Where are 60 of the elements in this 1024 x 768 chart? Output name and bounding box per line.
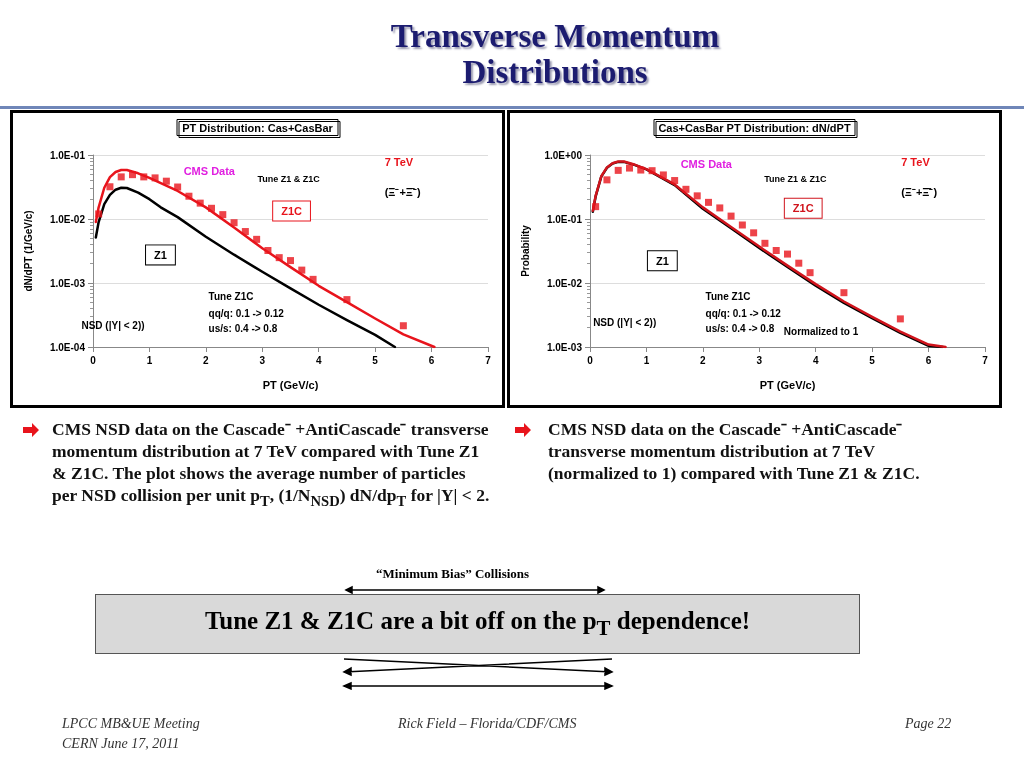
x-tick-label: 5: [372, 354, 379, 366]
x-axis-title: PT (GeV/c): [262, 378, 319, 391]
text: CERN June 17, 2011: [62, 736, 180, 752]
x-tick-label: 0: [587, 354, 594, 366]
y-tick-label: 1.0E-01: [49, 149, 86, 161]
text: “Minimum Bias” Collisions: [376, 566, 530, 582]
text: CMS NSD data on the Cascade⁻ +AntiCascade⁻ transverse momentum distribution at 7 TeV (normalized to 1) compared with Tune Z1 & Z1C.: [548, 418, 921, 484]
text: LPCC MB&UE Meeting: [62, 716, 200, 732]
x-tick-label: 3: [756, 354, 763, 366]
y-tick-label: 1.0E-01: [546, 213, 583, 225]
text: CMS NSD data on the Cascade⁻ +AntiCascade⁻ transverse momentum distribution at 7 TeV compared with Tune Z1 & Z1C. The plot shows the average number of particles per NSD collision per unit p$_{T}$, (1/N$_{NSD}$) dN/dp$_{T}$ for |Y| < 2.: [52, 419, 490, 509]
y-tick-label: 1.0E-03: [49, 277, 86, 289]
text: Page 22: [905, 716, 952, 732]
scroll-banner: Tune Z1 & Z1C are a bit off on the p$_{T}$ dependence!: [95, 594, 860, 654]
x-tick-label: 4: [315, 354, 322, 366]
text: Z1C: [792, 202, 814, 215]
annotation: Tune Z1C: [208, 290, 254, 302]
x-tick-label: 0: [90, 354, 97, 366]
y-tick-label: 1.0E-02: [546, 277, 583, 289]
series-label: CMS Data: [680, 158, 733, 171]
chart-title: PT Distribution: Cas+CasBar: [182, 121, 334, 134]
x-tick-label: 6: [925, 354, 932, 366]
y-tick-label: 1.0E-03: [546, 341, 583, 353]
annotation: (Ξ⁻+Ξ̄⁻): [384, 185, 421, 198]
annotation: qq/q: 0.1 -> 0.12: [208, 308, 285, 320]
text: Rick Field – Florida/CDF/CMS: [398, 716, 577, 732]
y-axis-title: Probability: [519, 224, 531, 277]
x-tick-label: 1: [146, 354, 153, 366]
y-axis-title: dN/dPT (1/GeV/c): [22, 210, 34, 292]
annotation: Tune Z1 & Z1C: [764, 173, 828, 184]
x-tick-label: 1: [643, 354, 650, 366]
annotation: 7 TeV: [901, 156, 931, 169]
annotation: (Ξ⁻+Ξ̄⁻): [901, 185, 938, 198]
x-tick-label: 4: [812, 354, 819, 366]
x-tick-label: 5: [869, 354, 876, 366]
annotation: qq/q: 0.1 -> 0.12: [705, 308, 782, 320]
annotation: us/s: 0.4 -> 0.8: [705, 322, 775, 334]
annotation: NSD (|Y| < 2)): [81, 319, 145, 331]
text: Z1: [154, 248, 167, 261]
annotation: Normalized to 1: [783, 325, 859, 337]
x-axis-title: PT (GeV/c): [759, 378, 816, 391]
text: Z1C: [281, 205, 303, 218]
annotation: Tune Z1C: [705, 290, 751, 302]
x-tick-label: 2: [203, 354, 210, 366]
y-tick-label: 1.0E+00: [544, 149, 583, 161]
x-tick-label: 6: [428, 354, 435, 366]
annotation: NSD (|Y| < 2)): [593, 316, 657, 328]
x-tick-label: 7: [982, 354, 989, 366]
x-tick-label: 2: [700, 354, 707, 366]
series-label: CMS Data: [183, 164, 236, 177]
x-tick-label: 7: [485, 354, 492, 366]
annotation: 7 TeV: [384, 156, 414, 169]
x-tick-label: 3: [259, 354, 266, 366]
y-tick-label: 1.0E-04: [49, 341, 86, 353]
text: Transverse Momentum Distributions: [389, 18, 721, 90]
y-tick-label: 1.0E-02: [49, 213, 86, 225]
chart-title: Cas+CasBar PT Distribution: dN/dPT: [658, 121, 851, 134]
annotation: us/s: 0.4 -> 0.8: [208, 322, 278, 334]
annotation: Tune Z1 & Z1C: [257, 173, 321, 184]
text: Z1: [655, 254, 669, 267]
